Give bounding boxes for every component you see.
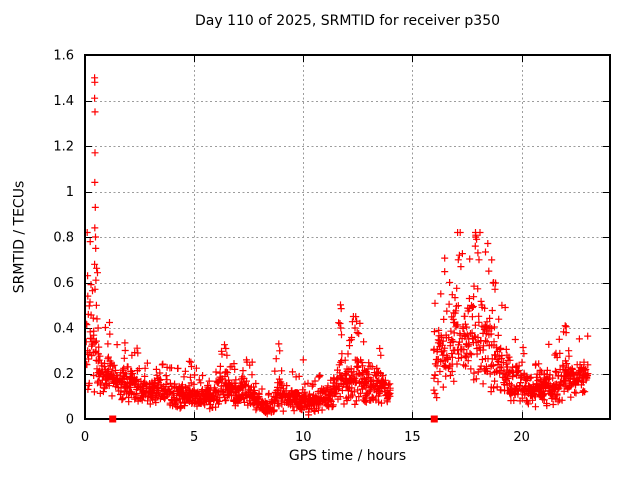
scatter-points	[86, 74, 592, 418]
x-tick-label: 15	[404, 430, 421, 445]
y-tick-labels: 0 0.2 0.4 0.6 0.8 1 1.2 1.4 1.6	[53, 49, 74, 428]
y-tick-label: 1.6	[53, 49, 74, 64]
y-tick-label: 0.4	[53, 322, 74, 337]
y-axis-label-box: SRMTID / TECUs	[4, 55, 34, 419]
x-tick-label: 5	[190, 430, 198, 445]
y-tick-label: 1.4	[53, 94, 74, 109]
grid-lines	[86, 56, 609, 418]
x-tick-label: 20	[513, 430, 530, 445]
x-axis-label: GPS time / hours	[288, 448, 407, 464]
x-tick-label: 0	[81, 430, 89, 445]
y-tick-label: 1.2	[53, 140, 74, 155]
x-tick-labels: 0 5 10 15 20	[81, 430, 530, 445]
event-marker-square	[430, 415, 438, 423]
x-tick-label: 10	[295, 430, 312, 445]
axis-border	[84, 54, 611, 420]
y-tick-label: 0.2	[53, 367, 74, 382]
event-markers	[109, 415, 438, 423]
y-axis-label: SRMTID / TECUs	[11, 180, 27, 294]
y-tick-label: 1	[66, 185, 74, 200]
chart-title: Day 110 of 2025, SRMTID for receiver p35…	[194, 13, 501, 29]
event-marker-square	[109, 415, 117, 423]
y-tick-label: 0	[66, 413, 74, 428]
y-tick-label: 0.8	[53, 231, 74, 246]
y-tick-label: 0.6	[53, 276, 74, 291]
